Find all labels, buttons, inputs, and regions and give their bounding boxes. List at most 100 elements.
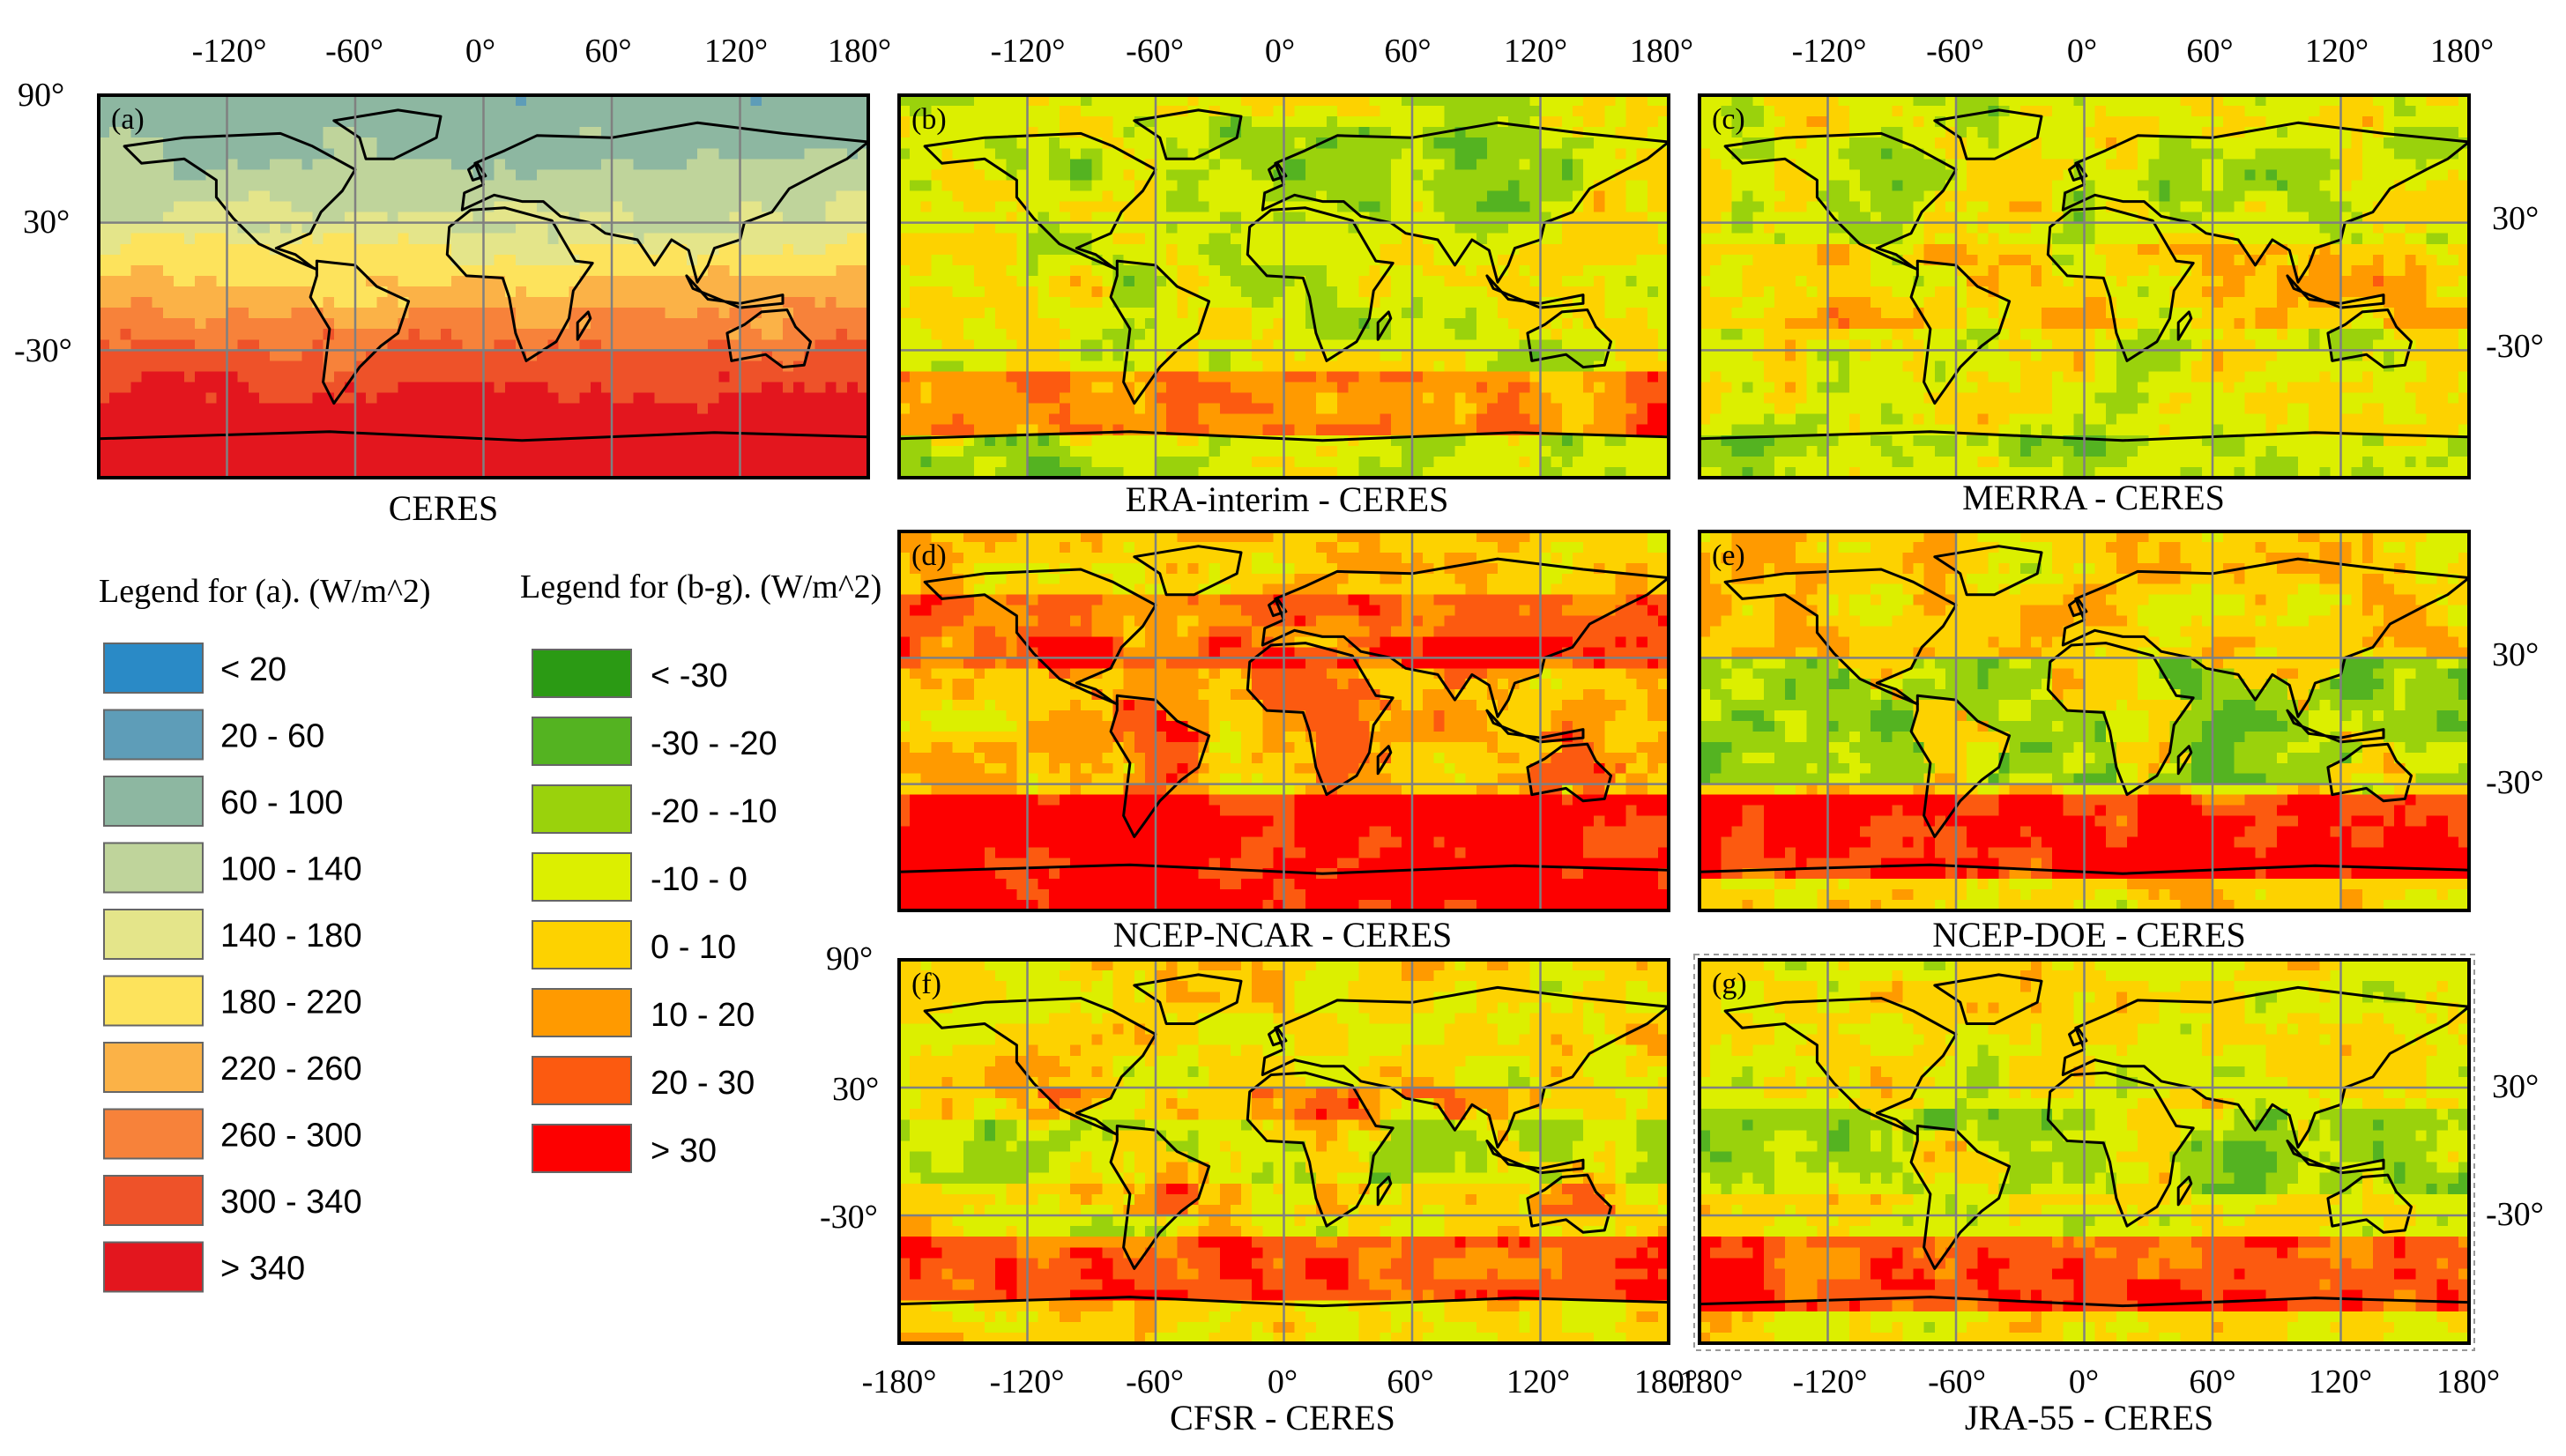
heatmap-cell [1465, 254, 1477, 266]
heatmap-cell [1112, 116, 1125, 128]
heatmap-cell [1091, 222, 1103, 234]
heatmap-cell [643, 180, 656, 192]
heatmap-cell [1454, 413, 1467, 426]
heatmap-cell [547, 190, 559, 203]
heatmap-cell [1529, 222, 1542, 234]
heatmap-cell [1177, 435, 1188, 447]
heatmap-cell [162, 339, 175, 351]
heatmap-cell [515, 275, 527, 287]
heatmap-cell [173, 137, 185, 149]
heatmap-cell [1390, 403, 1402, 415]
heatmap-cell [654, 371, 666, 383]
heatmap-cell [622, 148, 634, 160]
heatmap-cell [920, 445, 932, 457]
heatmap-cell [665, 339, 677, 351]
heatmap-cell [1423, 308, 1434, 319]
heatmap-cell [1156, 371, 1167, 383]
heatmap-cell [1059, 371, 1071, 383]
heatmap-cell [622, 201, 634, 213]
heatmap-cell [291, 201, 302, 213]
heatmap-cell [1294, 169, 1306, 182]
heatmap-cell [973, 243, 985, 256]
heatmap-cell [825, 308, 837, 319]
heatmap-cell [1177, 371, 1188, 383]
heatmap-cell [1027, 116, 1039, 128]
heatmap-cell [1572, 243, 1584, 256]
heatmap-cell [814, 297, 827, 308]
heatmap-cell [910, 254, 921, 266]
heatmap-cell [931, 371, 943, 383]
heatmap-cell [1102, 318, 1114, 330]
heatmap-cell [708, 106, 719, 117]
heatmap-cell [931, 445, 943, 457]
heatmap-cell [920, 350, 932, 361]
heatmap-cell [761, 264, 773, 277]
heatmap-cell [1315, 180, 1328, 192]
heatmap-cell [99, 159, 110, 170]
heatmap-cell [633, 318, 644, 330]
heatmap-cell [1358, 190, 1371, 203]
heatmap-cell [312, 456, 324, 468]
heatmap-cell [686, 318, 698, 330]
heatmap-cell [1561, 180, 1573, 192]
heatmap-cell [547, 308, 559, 319]
heatmap-cell [237, 286, 249, 298]
heatmap-cell [1647, 190, 1659, 203]
heatmap-cell [1241, 275, 1253, 287]
heatmap-cell [1144, 329, 1157, 340]
heatmap-cell [537, 392, 548, 405]
heatmap-cell [973, 360, 985, 373]
heatmap-cell [441, 159, 452, 170]
heatmap-cell [825, 264, 837, 277]
heatmap-cell [952, 350, 964, 361]
heatmap-cell [612, 297, 623, 308]
heatmap-cell [558, 159, 570, 170]
heatmap-cell [1604, 308, 1616, 319]
heatmap-cell [237, 360, 249, 373]
heatmap-cell [729, 180, 741, 192]
heatmap-cell [1390, 159, 1402, 170]
heatmap-cell [920, 403, 932, 415]
heatmap-cell [429, 222, 442, 234]
heatmap-cell [398, 445, 410, 457]
heatmap-cell [771, 318, 784, 330]
heatmap-cell [1454, 201, 1467, 213]
heatmap-cell [941, 254, 954, 266]
heatmap-cell [355, 318, 367, 330]
heatmap-cell [1636, 222, 1648, 234]
heatmap-cell [162, 212, 175, 224]
heatmap-cell [729, 445, 741, 457]
heatmap-cell [237, 116, 249, 128]
heatmap-cell [952, 233, 964, 245]
heatmap-cell [1498, 169, 1509, 182]
heatmap-cell [590, 382, 602, 394]
heatmap-cell [483, 264, 495, 277]
heatmap-cell [1059, 329, 1071, 340]
heatmap-cell [622, 254, 634, 266]
heatmap-cell [590, 201, 602, 213]
heatmap-cell [558, 106, 570, 117]
heatmap-cell [1059, 435, 1071, 447]
heatmap-cell [729, 95, 741, 107]
heatmap-cell [1198, 222, 1210, 234]
heatmap-cell [1337, 254, 1349, 266]
heatmap-cell [323, 222, 335, 234]
heatmap-cell [740, 445, 752, 457]
heatmap-cell [130, 392, 143, 405]
heatmap-cell [366, 413, 377, 426]
heatmap-cell [1337, 180, 1349, 192]
heatmap-cell [1112, 243, 1125, 256]
heatmap-cell [1081, 329, 1092, 340]
heatmap-cell [1048, 212, 1060, 224]
heatmap-cell [1583, 254, 1595, 266]
heatmap-cell [258, 201, 271, 213]
heatmap-cell [323, 456, 335, 468]
heatmap-cell [1444, 403, 1456, 415]
heatmap-cell [708, 264, 719, 277]
heatmap-cell [152, 286, 164, 298]
heatmap-cell [740, 392, 752, 405]
heatmap-cell [494, 403, 506, 415]
heatmap-cell [931, 308, 943, 319]
heatmap-cell [910, 445, 921, 457]
heatmap-cell [1348, 308, 1359, 319]
